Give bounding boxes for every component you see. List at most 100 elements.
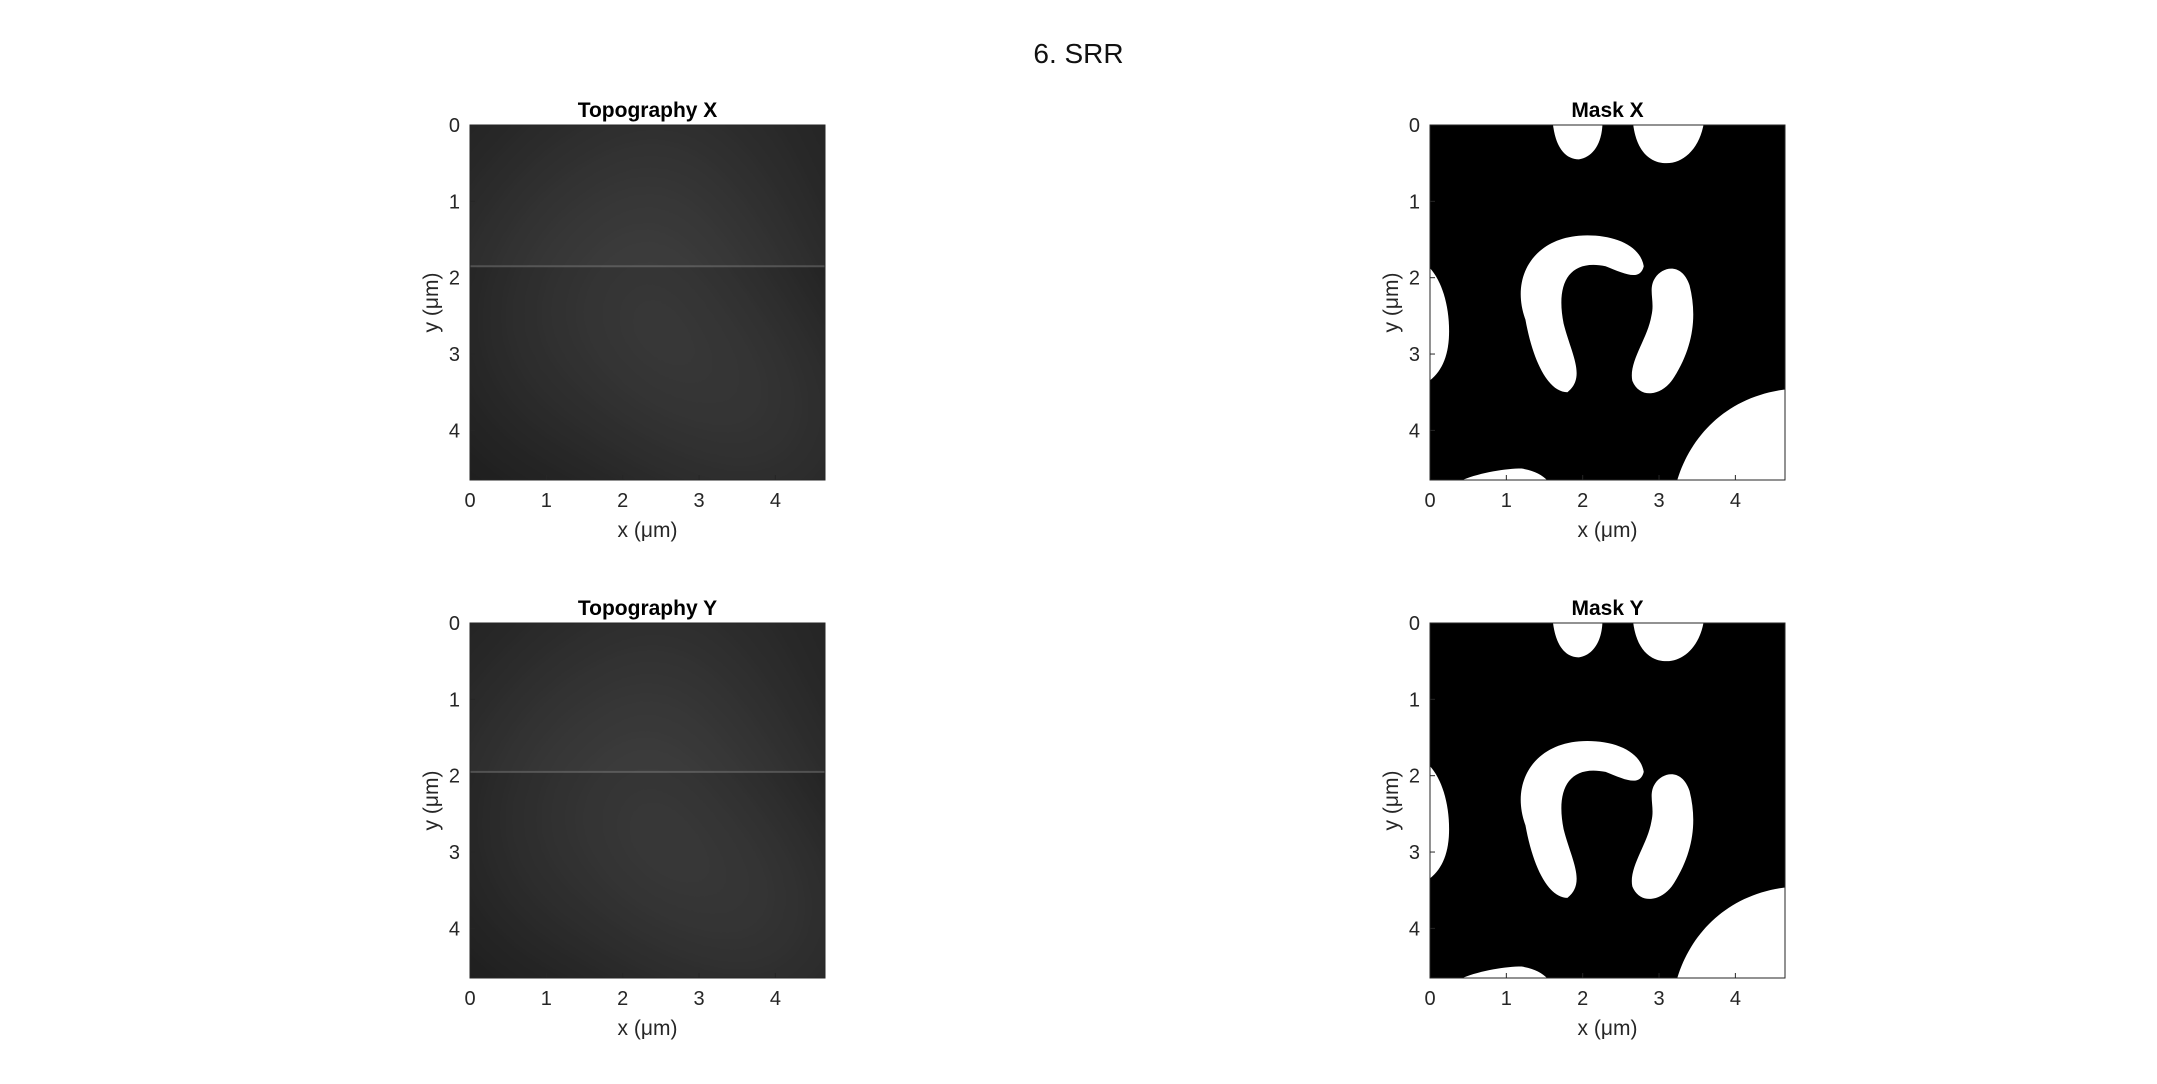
panel-title: Topography Y xyxy=(578,597,717,620)
heatmap-feature xyxy=(1677,887,1785,978)
heatmap-highlight xyxy=(702,128,719,141)
y-axis-label: y (μm) xyxy=(420,771,443,831)
heatmap-image xyxy=(1430,623,1785,978)
heatmap-highlight xyxy=(702,626,719,639)
heatmap-highlight xyxy=(697,267,716,289)
heatmap-feature xyxy=(592,125,644,161)
heatmap-feature xyxy=(1462,468,1547,480)
x-tick-label: 2 xyxy=(617,490,628,512)
plot-mask-y: Mask Y 0 1 2 3 4 0 1 2 3 4 x (μm) y (μm) xyxy=(1380,597,1786,1040)
y-tick-label: 3 xyxy=(449,344,460,366)
heatmap-image xyxy=(1430,125,1785,480)
heatmap-feature xyxy=(560,234,685,393)
x-axis-label: x (μm) xyxy=(1578,1017,1638,1040)
panel-topography-x: Topography X 0 1 2 3 4 0 1 2 3 4 x (μm) y (μm) xyxy=(400,95,826,565)
x-tick-label: 2 xyxy=(1577,988,1588,1010)
x-tick-label: 3 xyxy=(1653,490,1664,512)
x-tick-label: 3 xyxy=(1653,988,1664,1010)
x-tick-label: 1 xyxy=(541,490,552,512)
y-tick-label: 0 xyxy=(1409,613,1420,635)
heatmap-feature xyxy=(672,125,745,164)
y-tick-label: 4 xyxy=(449,420,460,442)
y-tick-label: 1 xyxy=(1409,689,1420,711)
panel-title: Mask X xyxy=(1571,99,1643,122)
axes-frame xyxy=(1429,622,1786,979)
heatmap-feature xyxy=(1631,268,1694,394)
y-tick-label: 3 xyxy=(449,842,460,864)
y-tick-label: 3 xyxy=(1409,344,1420,366)
x-tick-label: 1 xyxy=(1501,988,1512,1010)
plot-topography-x: Topography X 0 1 2 3 4 0 1 2 3 4 x (μm) y (μm) xyxy=(420,99,826,542)
x-tick-label: 4 xyxy=(770,490,781,512)
y-tick-label: 4 xyxy=(1409,918,1420,940)
heatmap-feature xyxy=(672,623,745,662)
axes-frame xyxy=(1429,124,1786,481)
y-tick-label: 3 xyxy=(1409,842,1420,864)
heatmap-feature xyxy=(560,740,685,899)
y-axis-label: y (μm) xyxy=(1380,273,1403,333)
x-tick-label: 0 xyxy=(464,490,475,512)
heatmap-feature xyxy=(1520,235,1644,393)
y-tick-label: 2 xyxy=(1409,766,1420,788)
x-axis-label: x (μm) xyxy=(618,519,678,542)
heatmap-feature xyxy=(1677,389,1785,480)
heatmap-feature xyxy=(1633,125,1704,164)
y-axis-label: y (μm) xyxy=(420,273,443,333)
heatmap-feature xyxy=(500,965,588,978)
y-tick-label: 2 xyxy=(449,766,460,788)
panel-mask-y: Mask Y 0 1 2 3 4 0 1 2 3 4 x (μm) y (μm) xyxy=(1360,593,1786,1063)
heatmap-image xyxy=(470,125,825,480)
x-tick-label: 2 xyxy=(617,988,628,1010)
panel-title: Topography X xyxy=(578,99,718,122)
heatmap-feature xyxy=(470,267,490,382)
heatmap-feature xyxy=(1430,766,1450,879)
heatmap-feature xyxy=(1633,623,1704,662)
heatmap-feature xyxy=(470,765,490,880)
x-axis-label: x (μm) xyxy=(618,1017,678,1040)
x-tick-label: 4 xyxy=(1730,988,1741,1010)
x-tick-label: 1 xyxy=(541,988,552,1010)
x-tick-label: 0 xyxy=(464,988,475,1010)
heatmap-feature xyxy=(1462,966,1547,978)
x-tick-label: 0 xyxy=(1424,988,1435,1010)
x-axis-label: x (μm) xyxy=(1578,519,1638,542)
heatmap-feature xyxy=(716,886,825,978)
heatmap-feature xyxy=(671,267,735,395)
heatmap-feature xyxy=(671,773,735,900)
y-tick-label: 4 xyxy=(1409,420,1420,442)
x-tick-label: 3 xyxy=(693,490,704,512)
heatmap-feature xyxy=(1553,125,1603,160)
x-tick-label: 1 xyxy=(1501,490,1512,512)
y-tick-label: 4 xyxy=(449,918,460,940)
y-tick-label: 0 xyxy=(449,613,460,635)
x-tick-label: 4 xyxy=(770,988,781,1010)
y-tick-label: 2 xyxy=(449,268,460,290)
y-tick-label: 0 xyxy=(1409,115,1420,137)
heatmap-feature xyxy=(716,388,825,480)
heatmap-feature xyxy=(1520,741,1644,898)
heatmap-feature xyxy=(592,623,644,659)
y-tick-label: 2 xyxy=(1409,268,1420,290)
y-tick-label: 1 xyxy=(449,191,460,213)
y-tick-label: 1 xyxy=(1409,191,1420,213)
heatmap-image xyxy=(470,623,825,978)
heatmap-feature xyxy=(1430,268,1450,381)
figure-title: 6. SRR xyxy=(1033,38,1124,69)
y-axis-label: y (μm) xyxy=(1380,771,1403,831)
y-tick-label: 1 xyxy=(449,689,460,711)
x-tick-label: 2 xyxy=(1577,490,1588,512)
plot-mask-x: Mask X 0 1 2 3 4 0 1 2 3 4 x (μm) y (μm) xyxy=(1380,99,1786,542)
heatmap-feature xyxy=(1631,774,1694,899)
axes-frame xyxy=(469,622,826,979)
axes-frame xyxy=(469,124,826,481)
panel-title: Mask Y xyxy=(1572,597,1644,620)
heatmap-feature xyxy=(1553,623,1603,658)
heatmap-feature xyxy=(500,467,588,480)
panel-topography-y: Topography Y 0 1 2 3 4 0 1 2 3 4 x (μm) y (μm) xyxy=(400,593,826,1063)
heatmap-highlight xyxy=(697,772,716,795)
y-tick-label: 0 xyxy=(449,115,460,137)
x-tick-label: 0 xyxy=(1424,490,1435,512)
plot-topography-y: Topography Y 0 1 2 3 4 0 1 2 3 4 x (μm) y (μm) xyxy=(420,597,826,1040)
x-tick-label: 3 xyxy=(693,988,704,1010)
